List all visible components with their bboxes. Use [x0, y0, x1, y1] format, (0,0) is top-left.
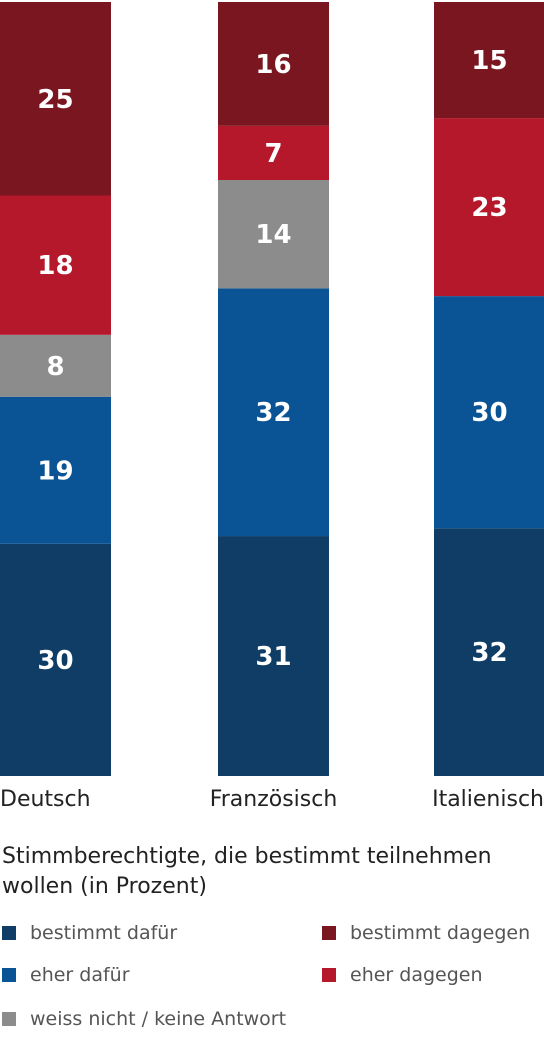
data-label: 19 — [37, 456, 73, 486]
legend-swatch — [2, 968, 16, 982]
legend-swatch — [2, 926, 16, 940]
legend-swatch — [322, 926, 336, 940]
category-label: Italienisch — [432, 787, 544, 812]
data-label: 31 — [255, 642, 291, 672]
data-label: 30 — [37, 646, 73, 676]
legend-label: bestimmt dagegen — [350, 922, 531, 944]
bar-segment — [218, 125, 329, 181]
legend-item-weiss-nicht: weiss nicht / keine Antwort — [2, 1008, 286, 1030]
bar-segment — [218, 1, 329, 126]
bar-segment — [434, 528, 544, 776]
data-label: 32 — [471, 638, 507, 668]
legend-swatch — [2, 1012, 16, 1026]
legend-label: weiss nicht / keine Antwort — [30, 1008, 287, 1030]
chart-title: Stimmberechtigte, die bestimmt teilnehme… — [2, 844, 492, 899]
data-label: 14 — [255, 220, 291, 250]
legend-item-bestimmt-dafuer: bestimmt dafür — [2, 922, 177, 944]
legend-label: eher dafür — [30, 964, 130, 986]
legend-item-bestimmt-dagegen: bestimmt dagegen — [322, 922, 530, 944]
bar-segment — [218, 536, 329, 776]
data-label: 16 — [255, 50, 291, 80]
data-label: 18 — [37, 251, 73, 281]
data-label: 23 — [471, 193, 507, 223]
bar-segment — [218, 288, 329, 537]
legend-swatch — [322, 968, 336, 982]
bar-segment — [434, 296, 544, 529]
stacked-bar-chart: 30 19 8 18 25 Deutsch 31 32 14 7 16 Französisch 32 30… — [0, 1, 544, 812]
bar-segment — [434, 1, 544, 119]
bar-segment — [0, 334, 111, 397]
legend-item-eher-dagegen: eher dagegen — [322, 964, 483, 986]
legend-label: eher dagegen — [350, 964, 483, 986]
data-label: 32 — [255, 398, 291, 428]
data-label: 30 — [471, 398, 507, 428]
legend-label: bestimmt dafür — [30, 922, 178, 944]
data-label: 8 — [46, 352, 64, 382]
bar-segment — [0, 543, 111, 776]
data-label: 7 — [264, 139, 282, 169]
category-label: Französisch — [210, 787, 338, 812]
bar-segment — [218, 180, 329, 289]
data-label: 25 — [37, 85, 73, 115]
bar-segment — [0, 1, 111, 196]
legend-item-eher-dafuer: eher dafür — [2, 964, 130, 986]
bar-segment — [0, 396, 111, 544]
category-label: Deutsch — [0, 787, 91, 812]
data-label: 15 — [471, 46, 507, 76]
bar-segment — [434, 118, 544, 297]
bar-segment — [0, 195, 111, 335]
